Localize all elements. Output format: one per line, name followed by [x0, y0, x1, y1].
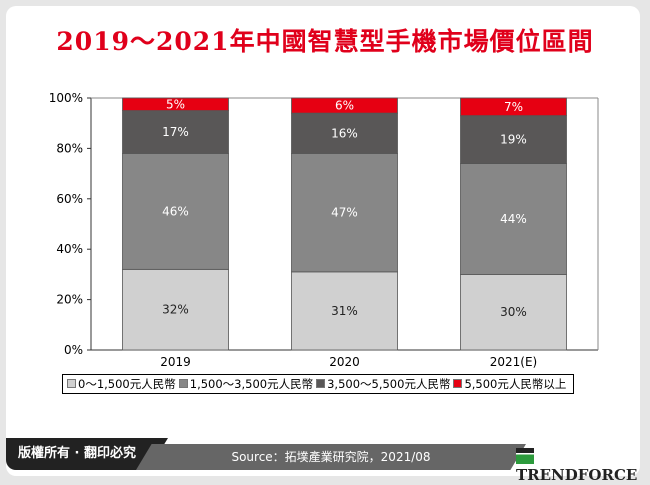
footer: 版權所有 · 翻印必究 Source：拓墣產業研究院，2021/08 TREND… [6, 438, 640, 484]
trendforce-logo-icon [516, 448, 534, 464]
data-label: 16% [331, 126, 358, 140]
legend-item: 3,500～5,500元人民幣 [316, 376, 450, 392]
legend-swatch [316, 379, 326, 388]
legend-label: 3,500～5,500元人民幣 [327, 377, 451, 391]
y-tick-label: 0% [64, 343, 83, 357]
y-tick-label: 40% [56, 242, 83, 256]
bar-segment [291, 153, 398, 273]
bar-segment [460, 273, 567, 351]
data-label: 32% [162, 303, 189, 317]
x-tick-label: 2021(E) [490, 355, 537, 369]
y-tick-label: 100% [49, 91, 83, 105]
data-label: 7% [504, 100, 523, 114]
data-label: 17% [162, 125, 189, 139]
chart-title: 2019～2021年中國智慧型手機市場價位區間 [56, 27, 594, 56]
y-tick-label: 80% [56, 141, 83, 155]
legend-swatch [178, 379, 188, 388]
bar-segment [291, 112, 398, 154]
legend-swatch [453, 379, 463, 388]
legend: 0～1,500元人民幣 1,500～3,500元人民幣 3,500～5,500元人民… [62, 374, 575, 394]
source-text: Source：拓墣產業研究院，2021/08 [136, 444, 526, 470]
x-tick-label: 2020 [329, 355, 360, 369]
bar-segment [122, 153, 229, 270]
x-tick-label: 2019 [160, 355, 191, 369]
data-label: 46% [162, 204, 189, 218]
legend-item: 5,500元人民幣以上 [453, 376, 566, 392]
data-label: 6% [335, 99, 354, 113]
legend-item: 1,500～3,500元人民幣 [178, 376, 314, 392]
legend-label: 0～1,500元人民幣 [78, 377, 176, 391]
y-tick-label: 20% [56, 293, 83, 307]
data-label: 30% [500, 305, 527, 319]
bar-segment [122, 97, 229, 112]
bar-segment [122, 110, 229, 154]
bar-segment [460, 115, 567, 164]
trendforce-logo: TRENDFORCE [516, 448, 640, 484]
bar-segment [291, 271, 398, 351]
legend-swatch [67, 379, 76, 388]
data-label: 5% [166, 97, 185, 111]
data-label: 19% [500, 133, 527, 147]
y-tick-label: 60% [56, 192, 83, 206]
bar-segment [291, 97, 398, 114]
data-label: 31% [331, 304, 358, 318]
bar-segment [122, 268, 229, 351]
legend-item: 0～1,500元人民幣 [67, 376, 176, 392]
bar-segment [460, 97, 567, 117]
legend-label: 1,500～3,500元人民幣 [189, 377, 314, 391]
data-label: 47% [331, 206, 358, 220]
legend-label: 5,500元人民幣以上 [464, 377, 567, 391]
data-label: 44% [500, 212, 527, 226]
brand-name: TRENDFORCE [516, 466, 638, 484]
